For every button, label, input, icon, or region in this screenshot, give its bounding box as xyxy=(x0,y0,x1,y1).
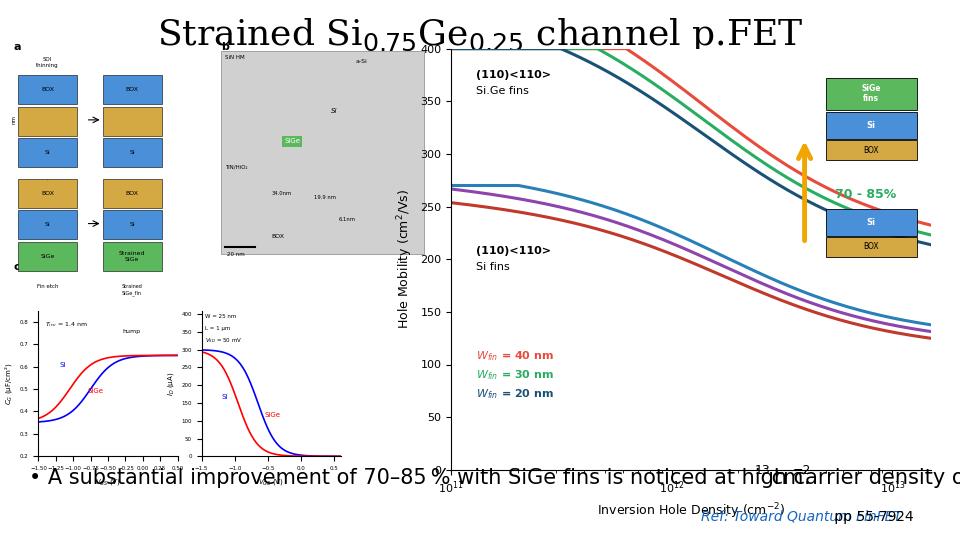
Text: 34.0nm: 34.0nm xyxy=(272,191,292,196)
Bar xyxy=(826,78,917,110)
Text: Si: Si xyxy=(60,362,65,368)
Bar xyxy=(18,242,77,271)
Text: Si: Si xyxy=(45,150,51,156)
Text: Si: Si xyxy=(45,222,51,227)
Bar xyxy=(103,242,161,271)
Bar xyxy=(103,210,161,239)
X-axis label: $V_{GS}$ (V): $V_{GS}$ (V) xyxy=(258,477,284,487)
Text: SiGe: SiGe xyxy=(265,412,280,418)
Bar xyxy=(826,112,917,139)
Text: SOI
thinning: SOI thinning xyxy=(36,57,59,68)
Text: Fin etch: Fin etch xyxy=(36,284,59,289)
Text: • A substantial improvement of 70–85 % with SiGe fins is noticed at high carrier: • A substantial improvement of 70–85 % w… xyxy=(29,468,960,488)
Text: a-Si: a-Si xyxy=(356,59,368,64)
Text: 24: 24 xyxy=(883,510,914,524)
Text: a: a xyxy=(13,42,21,52)
Text: BOX: BOX xyxy=(126,191,138,195)
Bar xyxy=(103,75,161,104)
Text: b: b xyxy=(221,42,228,52)
Text: 19.9 nm: 19.9 nm xyxy=(314,195,336,200)
Text: Si.Ge fins: Si.Ge fins xyxy=(476,86,529,96)
X-axis label: $V_{GS}$ (V): $V_{GS}$ (V) xyxy=(95,477,121,487)
Text: pp 55-79: pp 55-79 xyxy=(830,510,897,524)
X-axis label: Inversion Hole Density (cm$^{-2}$): Inversion Hole Density (cm$^{-2}$) xyxy=(597,502,785,521)
Text: 13: 13 xyxy=(755,464,770,477)
Text: W = 25 nm: W = 25 nm xyxy=(204,314,236,319)
Text: hump: hump xyxy=(122,329,140,334)
Text: 6.1nm: 6.1nm xyxy=(339,217,356,222)
Text: TiN/HiO₂: TiN/HiO₂ xyxy=(225,165,248,170)
Text: SiGe: SiGe xyxy=(87,388,103,395)
Text: $T_{inv}$ = 1.4 nm: $T_{inv}$ = 1.4 nm xyxy=(45,320,88,329)
Text: nm: nm xyxy=(12,116,16,124)
Text: Si fins: Si fins xyxy=(476,262,510,272)
Text: Si: Si xyxy=(130,150,135,156)
Text: BOX: BOX xyxy=(126,87,138,92)
Text: .: . xyxy=(804,468,810,488)
Bar xyxy=(103,179,161,208)
Bar xyxy=(826,237,917,257)
Text: SiGe: SiGe xyxy=(40,254,55,259)
Text: Si: Si xyxy=(867,121,876,130)
Text: SiGe: SiGe xyxy=(284,138,300,145)
Text: Si: Si xyxy=(130,222,135,227)
Text: SiGe
fins: SiGe fins xyxy=(861,84,881,103)
Text: Si: Si xyxy=(867,218,876,227)
Text: Ref: Toward Quantum FinFET: Ref: Toward Quantum FinFET xyxy=(701,510,901,524)
Text: SiN HM: SiN HM xyxy=(225,55,245,60)
Text: $W_{fin}$ = 30 nm: $W_{fin}$ = 30 nm xyxy=(476,368,555,382)
Text: Strained
SiGe: Strained SiGe xyxy=(119,251,145,262)
Text: BOX: BOX xyxy=(863,242,879,252)
Bar xyxy=(221,51,423,254)
Bar xyxy=(18,106,77,136)
Text: −2: −2 xyxy=(793,464,811,477)
Text: cm: cm xyxy=(765,468,804,488)
Text: BOX: BOX xyxy=(41,87,54,92)
Text: $W_{fin}$ = 40 nm: $W_{fin}$ = 40 nm xyxy=(476,349,555,363)
Text: Si: Si xyxy=(222,394,228,400)
Text: Strained Si$_{0.75}$Ge$_{0.25}$ channel p.FET: Strained Si$_{0.75}$Ge$_{0.25}$ channel … xyxy=(156,16,804,54)
Y-axis label: $I_{D}$ (µA): $I_{D}$ (µA) xyxy=(166,371,176,396)
Text: L = 1 µm: L = 1 µm xyxy=(204,326,230,331)
Y-axis label: Hole Mobility (cm$^{2}$/Vs): Hole Mobility (cm$^{2}$/Vs) xyxy=(396,189,415,329)
Bar xyxy=(826,208,917,236)
Text: (110)<110>: (110)<110> xyxy=(476,246,551,256)
Text: c: c xyxy=(13,262,20,273)
Text: BOX: BOX xyxy=(41,191,54,195)
Text: $W_{fin}$ = 20 nm: $W_{fin}$ = 20 nm xyxy=(476,387,555,401)
Bar xyxy=(103,138,161,167)
Text: SiGe epi
(200C, 10 Torr): SiGe epi (200C, 10 Torr) xyxy=(30,193,66,204)
Text: Strained
SiGe_fin: Strained SiGe_fin xyxy=(122,284,142,295)
Text: $V_{SD}$ = 50 mV: $V_{SD}$ = 50 mV xyxy=(204,336,242,346)
Text: BOX: BOX xyxy=(272,234,284,239)
Bar xyxy=(103,106,161,136)
Bar xyxy=(18,75,77,104)
Text: 20 nm: 20 nm xyxy=(228,252,245,256)
Bar xyxy=(18,138,77,167)
Text: 70 - 85%: 70 - 85% xyxy=(835,188,897,201)
Bar xyxy=(18,179,77,208)
Text: (110)<110>: (110)<110> xyxy=(476,70,551,80)
Text: BOX: BOX xyxy=(863,146,879,154)
Text: Si: Si xyxy=(330,108,337,114)
Bar xyxy=(826,140,917,160)
Y-axis label: $C_G$ (µF/cm²): $C_G$ (µF/cm²) xyxy=(4,362,14,404)
Bar xyxy=(18,210,77,239)
